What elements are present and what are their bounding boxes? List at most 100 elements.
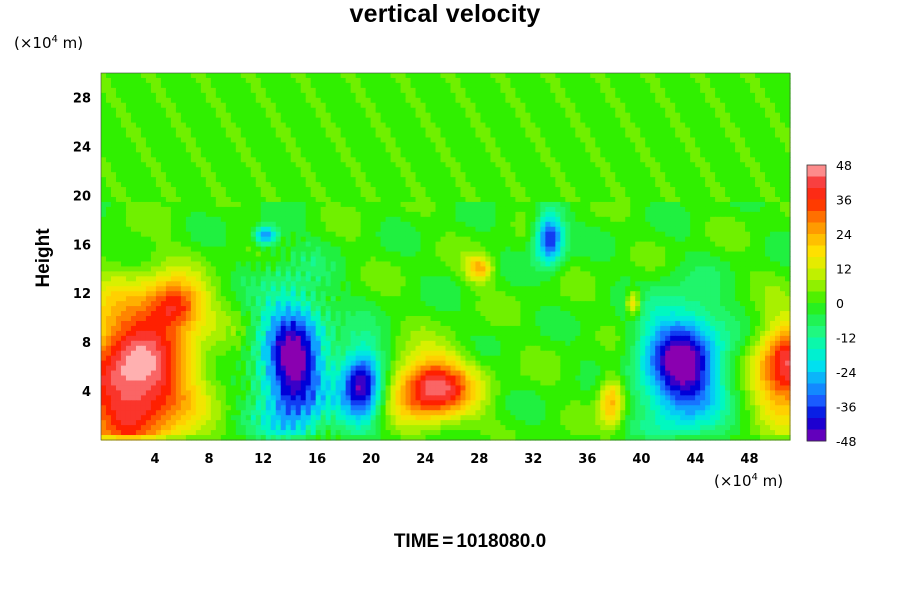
heatmap-cell: [430, 211, 437, 218]
heatmap-cell: [445, 187, 452, 193]
heatmap-cell: [350, 177, 357, 183]
heatmap-cell: [630, 112, 636, 119]
heatmap-cell: [755, 97, 761, 104]
heatmap-cell: [380, 73, 387, 79]
heatmap-cell: [105, 147, 112, 153]
heatmap-cell: [350, 97, 357, 104]
heatmap-cell: [540, 73, 546, 79]
heatmap-cell: [700, 127, 706, 134]
heatmap-cell: [705, 82, 711, 89]
heatmap-cell: [250, 192, 257, 198]
heatmap-cell: [480, 221, 487, 228]
heatmap-cell: [555, 73, 561, 79]
heatmap-cell: [355, 142, 362, 148]
heatmap-cell: [425, 206, 432, 213]
heatmap-cell: [520, 167, 526, 173]
heatmap-cell: [645, 177, 651, 183]
heatmap-cell: [245, 147, 252, 153]
heatmap-cell: [145, 122, 152, 129]
heatmap-cell: [101, 137, 107, 144]
heatmap-cell: [685, 162, 691, 168]
heatmap-cell: [225, 172, 232, 178]
heatmap-cell: [355, 112, 362, 119]
heatmap-cell: [585, 167, 591, 173]
heatmap-cell: [210, 192, 217, 198]
heatmap-cell: [425, 77, 432, 84]
heatmap-cell: [670, 201, 676, 208]
heatmap-cell: [225, 97, 232, 104]
heatmap-cell: [550, 87, 556, 94]
heatmap-cell: [260, 162, 267, 168]
heatmap-cell: [495, 142, 502, 148]
heatmap-cell: [695, 172, 701, 178]
heatmap-cell: [315, 87, 322, 94]
heatmap-cell: [435, 167, 442, 173]
heatmap-cell: [485, 177, 492, 183]
heatmap-cell: [340, 97, 347, 104]
heatmap-cell: [420, 122, 427, 129]
heatmap-cell: [255, 231, 262, 238]
heatmap-cell: [470, 77, 477, 84]
heatmap-cell: [715, 162, 721, 168]
heatmap-cell: [570, 142, 576, 148]
heatmap-cell: [565, 127, 571, 134]
heatmap-cell: [660, 157, 666, 163]
heatmap-cell: [725, 87, 731, 94]
heatmap-cell: [240, 157, 247, 163]
heatmap-cell: [525, 162, 531, 168]
heatmap-cell: [265, 87, 272, 94]
heatmap-cell: [690, 201, 696, 208]
heatmap-cell: [140, 122, 147, 129]
heatmap-cell: [435, 182, 442, 188]
heatmap-cell: [310, 107, 317, 114]
heatmap-cell: [435, 236, 442, 243]
heatmap-cell: [515, 147, 521, 153]
heatmap-cell: [350, 206, 357, 213]
heatmap-cell: [290, 102, 297, 109]
heatmap-cell: [340, 127, 347, 134]
heatmap-cell: [280, 201, 287, 208]
heatmap-cell: [645, 187, 651, 193]
heatmap-cell: [645, 132, 651, 139]
heatmap-cell: [185, 167, 192, 173]
heatmap-cell: [580, 172, 586, 178]
heatmap-cell: [175, 241, 182, 248]
heatmap-cell: [710, 241, 716, 248]
heatmap-cell: [410, 97, 417, 104]
heatmap-cell: [515, 206, 521, 213]
heatmap-cell: [255, 246, 262, 253]
heatmap-cell: [300, 127, 307, 134]
heatmap-cell: [680, 182, 686, 188]
heatmap-cell: [245, 87, 252, 94]
heatmap-cell: [730, 122, 736, 129]
heatmap-cell: [395, 231, 402, 238]
heatmap-cell: [570, 87, 576, 94]
heatmap-cell: [140, 226, 147, 233]
heatmap-cell: [225, 82, 232, 89]
heatmap-cell: [200, 152, 207, 158]
heatmap-cell: [380, 102, 387, 109]
heatmap-cell: [465, 142, 472, 148]
heatmap-cell: [290, 107, 297, 114]
heatmap-cell: [660, 137, 666, 144]
heatmap-cell: [165, 236, 172, 243]
heatmap-cell: [355, 157, 362, 163]
chart-title: vertical velocity: [349, 0, 541, 28]
heatmap-cell: [380, 82, 387, 89]
heatmap-cell: [155, 221, 162, 228]
heatmap-cell: [220, 142, 227, 148]
heatmap-cell: [170, 112, 177, 119]
heatmap-cell: [595, 231, 601, 238]
heatmap-cell: [460, 77, 467, 84]
heatmap-cell: [725, 122, 731, 129]
heatmap-cell: [650, 132, 656, 139]
heatmap-cell: [300, 192, 307, 198]
heatmap-cell: [215, 231, 222, 238]
heatmap-cell: [495, 226, 502, 233]
heatmap-cell: [650, 236, 656, 243]
heatmap-cell: [275, 216, 282, 223]
heatmap-cell: [145, 236, 152, 243]
heatmap-cell: [340, 236, 347, 243]
heatmap-cell: [355, 206, 362, 213]
heatmap-cell: [175, 77, 182, 84]
